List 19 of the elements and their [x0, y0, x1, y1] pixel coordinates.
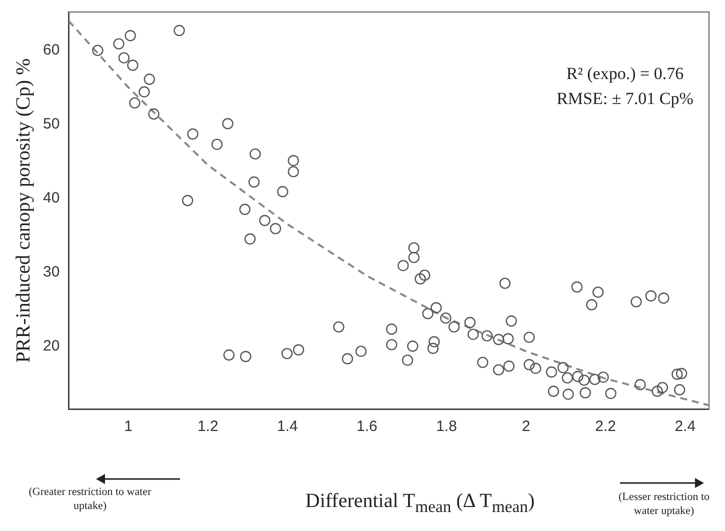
- x-tick-label: 1.4: [276, 418, 298, 436]
- x-tick-label: 1.8: [436, 418, 457, 436]
- y-tick-label: 50: [42, 116, 60, 133]
- annotation: R² (expo.) = 0.76: [565, 64, 685, 84]
- x-tick-label: 2.4: [674, 418, 696, 436]
- y-tick-label: 30: [42, 263, 60, 280]
- x-tick-label: 1.6: [356, 418, 378, 436]
- y-axis-title: PRR-induced canopy porosity (Cp) %: [12, 58, 34, 363]
- x-tick-label: 1.2: [197, 418, 218, 436]
- x-tick-label: 2.2: [595, 418, 616, 436]
- x-tick-label: 1: [124, 418, 133, 436]
- x-axis-title: Differential T$_{mean}$ (Δ T$_{mean}$): [304, 490, 536, 517]
- x-tick-label: 2: [522, 418, 530, 436]
- y-tick-label: 60: [42, 42, 60, 59]
- text: (Greater restriction to water uptake): [28, 485, 152, 513]
- text: (Lesser restriction to water uptake): [617, 490, 711, 518]
- annotation: RMSE: ± 7.01 Cp%: [556, 89, 694, 109]
- y-tick-label: 40: [42, 189, 60, 206]
- y-tick-label: 20: [42, 337, 60, 354]
